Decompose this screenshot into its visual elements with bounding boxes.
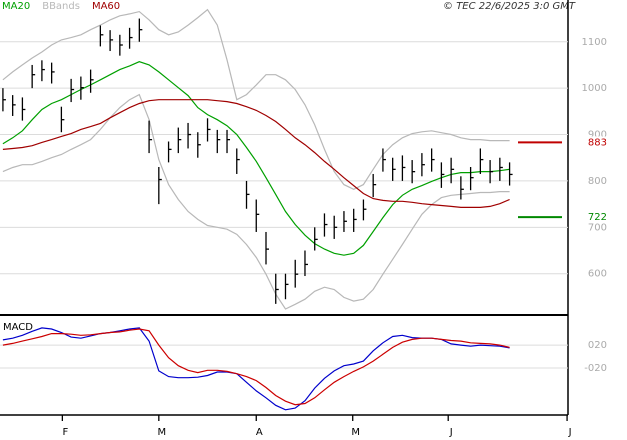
x-tick-label: J — [568, 427, 572, 438]
y-tick-label: -020 — [584, 363, 607, 374]
y-tick-label: 600 — [588, 269, 607, 280]
source-note: © TEC 22/6/2025 3:0 GMT — [443, 1, 576, 12]
x-tick-label: J — [449, 427, 453, 438]
y-tick-label: 1000 — [582, 83, 607, 94]
macd-line — [2, 327, 510, 411]
x-tick-label: M — [158, 427, 167, 438]
y-tick-label: 1100 — [582, 37, 607, 48]
level-label: 883 — [588, 137, 607, 148]
indicator-line — [2, 61, 510, 256]
indicator-line — [2, 99, 510, 208]
level-label-bg — [585, 211, 613, 224]
macd-line — [2, 328, 510, 406]
legend-entry: MA60 — [92, 1, 120, 12]
y-tick-label: 900 — [588, 130, 607, 141]
y-tick-label: 700 — [588, 222, 607, 233]
x-tick-label: F — [62, 427, 68, 438]
x-tick-label: M — [351, 427, 360, 438]
y-tick-label: 800 — [588, 176, 607, 187]
x-tick-label: A — [256, 427, 263, 438]
level-label-bg — [585, 136, 613, 149]
macd-title: MACD — [3, 322, 33, 333]
indicator-line — [2, 8, 510, 190]
level-label: 722 — [588, 212, 607, 223]
y-tick-label: 020 — [588, 340, 607, 351]
legend-entry: MA20 — [2, 1, 30, 12]
legend-entry: BBands — [42, 1, 80, 12]
indicator-line — [2, 93, 510, 310]
